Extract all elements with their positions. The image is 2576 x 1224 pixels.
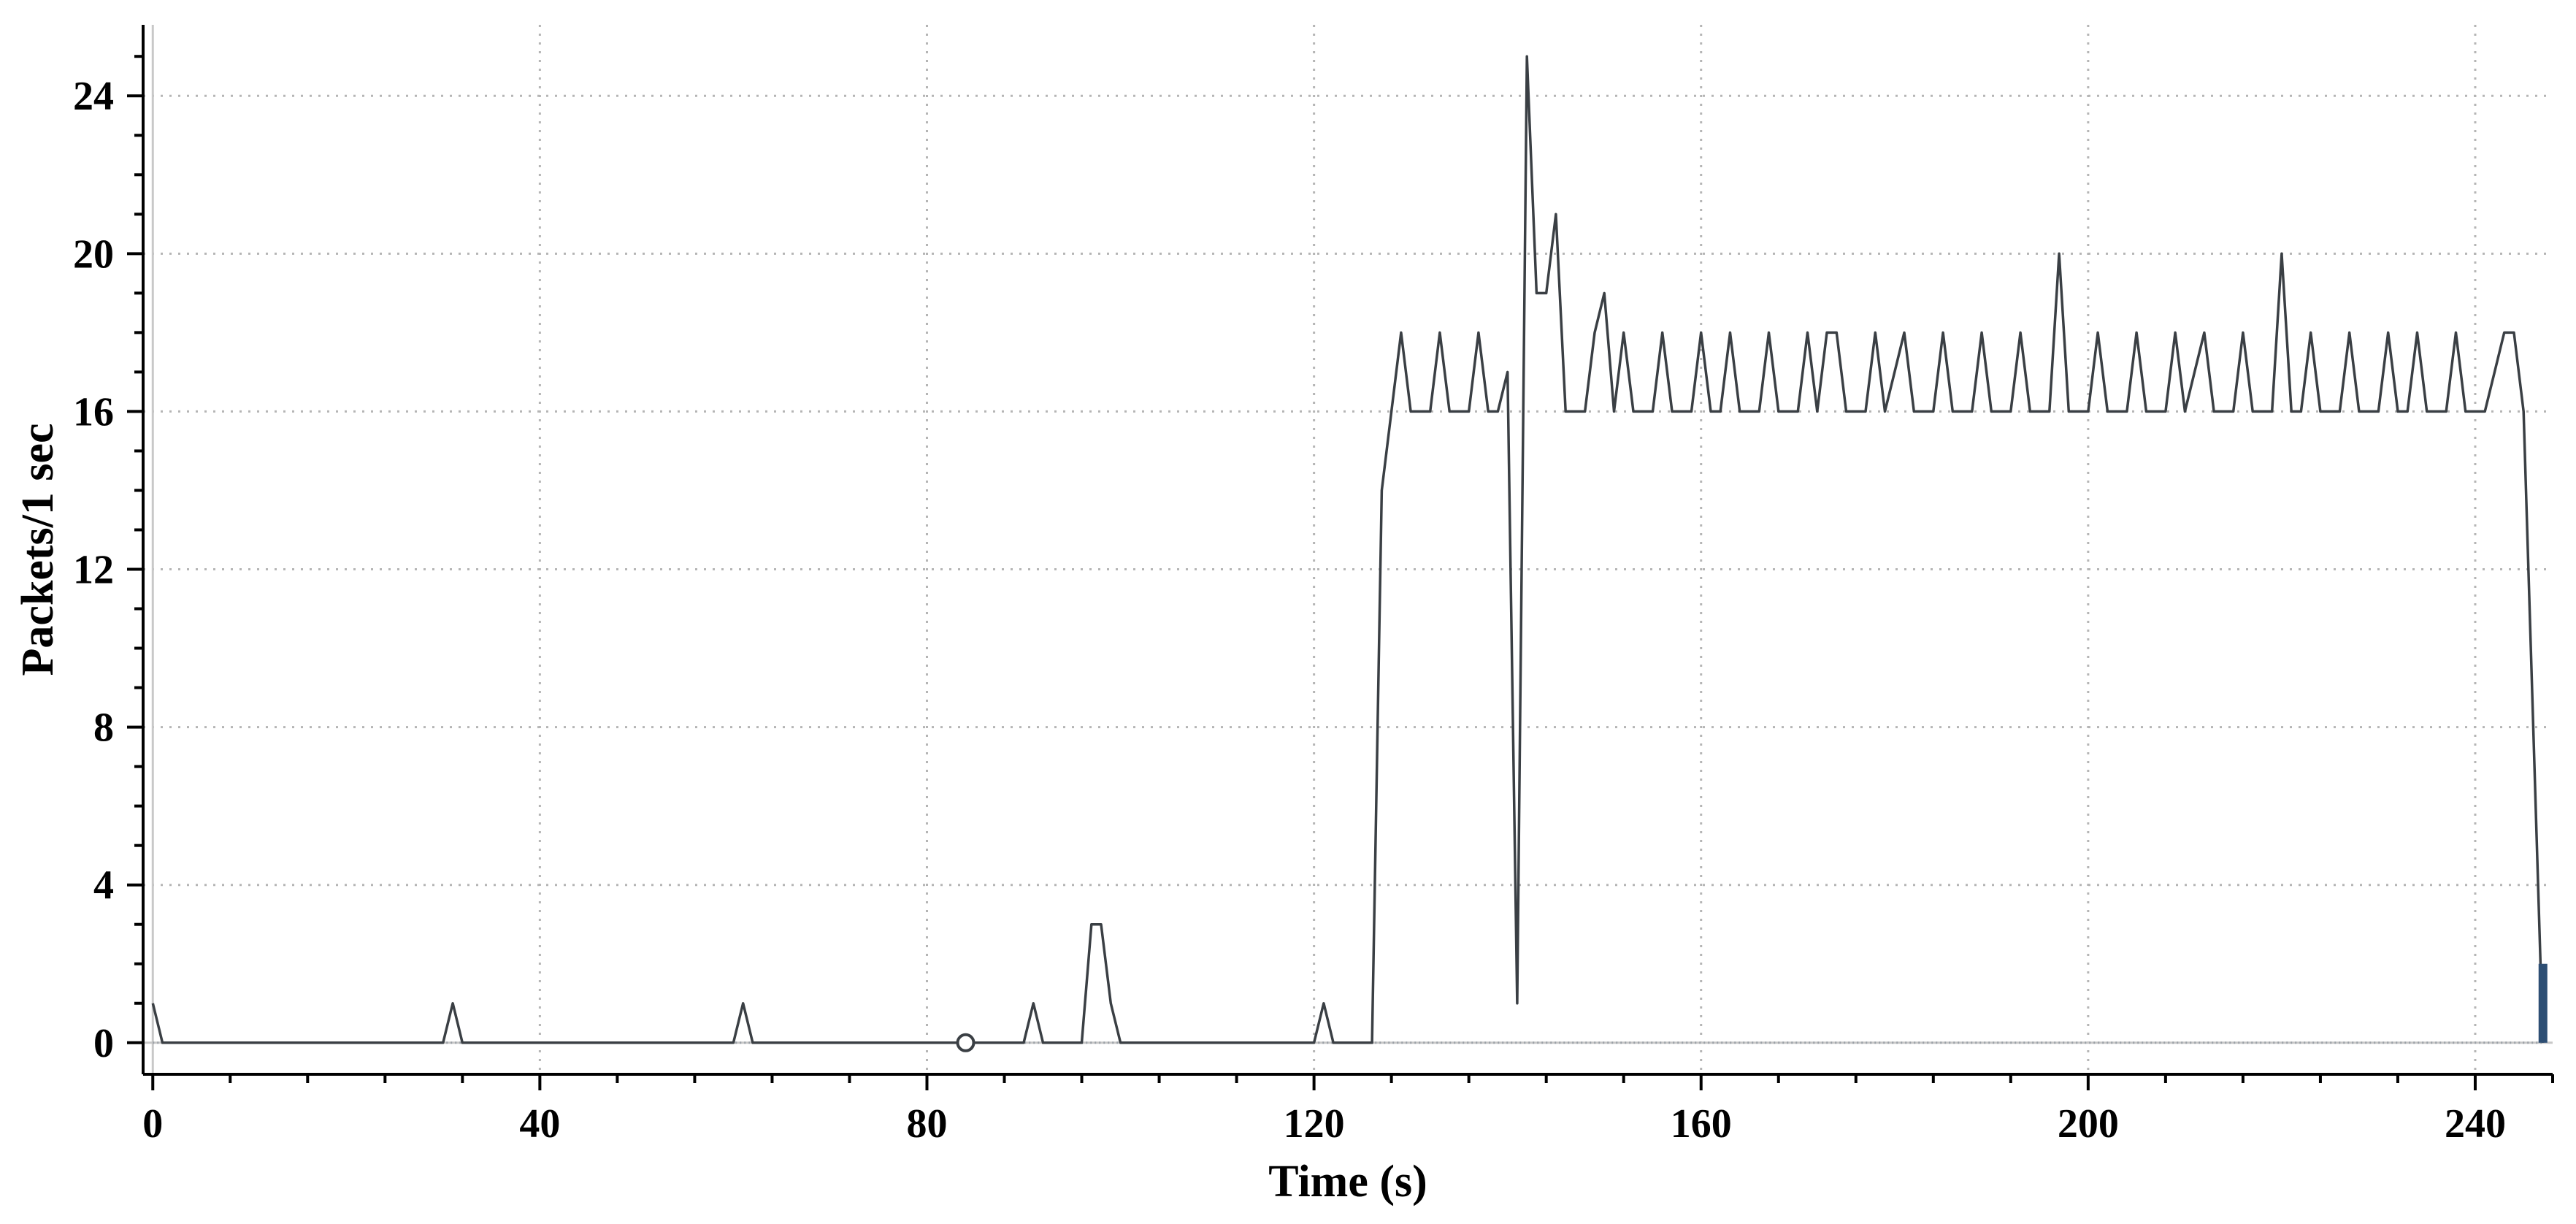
label-layer: Time (s) Packets/1 sec 0 40 80 120 160 200 240… [13,74,2506,1206]
x-axis-label: Time (s) [1268,1157,1427,1206]
y-tick-label: 12 [73,548,114,593]
x-tick-label: 240 [2445,1101,2506,1147]
y-tick-label: 0 [93,1021,114,1066]
marker-layer [956,963,2548,1052]
y-tick-label: 8 [93,705,114,751]
axis-layer [127,25,2554,1090]
y-tick-label: 24 [73,74,114,119]
x-tick-label: 200 [2058,1101,2119,1147]
y-tick-label: 4 [93,863,114,909]
end-bar-marker [2538,963,2548,1043]
packets-series-line [151,55,2545,1044]
y-tick-label: 16 [73,389,114,435]
x-tick-label: 160 [1671,1101,1732,1147]
y-tick-label: 20 [73,232,114,277]
x-tick-label: 0 [142,1101,163,1147]
y-axis-label: Packets/1 sec [13,423,63,676]
open-circle-marker [956,1033,975,1052]
series-layer [151,55,2545,1044]
grid-layer [143,25,2553,1074]
x-tick-label: 40 [519,1101,560,1147]
x-tick-label: 80 [906,1101,947,1147]
x-tick-label: 120 [1284,1101,1345,1147]
